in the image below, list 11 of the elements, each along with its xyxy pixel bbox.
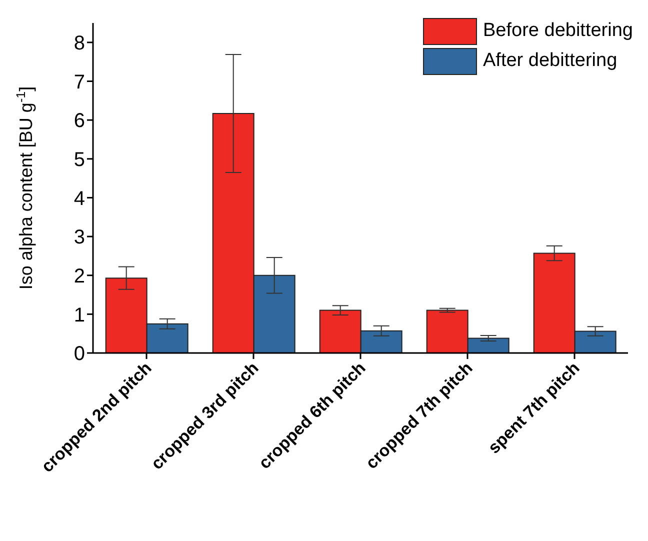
- y-tick-label: 6: [74, 110, 85, 132]
- legend-label: After debittering: [483, 50, 618, 72]
- y-tick-label: 3: [74, 226, 85, 249]
- legend-label: Before debittering: [483, 20, 633, 42]
- y-tick-label: 7: [74, 71, 85, 94]
- y-tick-label: 2: [74, 265, 85, 288]
- y-tick-label: 4: [74, 188, 85, 210]
- y-tick-label: 1: [74, 304, 85, 326]
- y-tick-label: 0: [74, 343, 85, 366]
- y-tick-label: 5: [74, 148, 85, 171]
- y-tick-label: 8: [74, 32, 85, 55]
